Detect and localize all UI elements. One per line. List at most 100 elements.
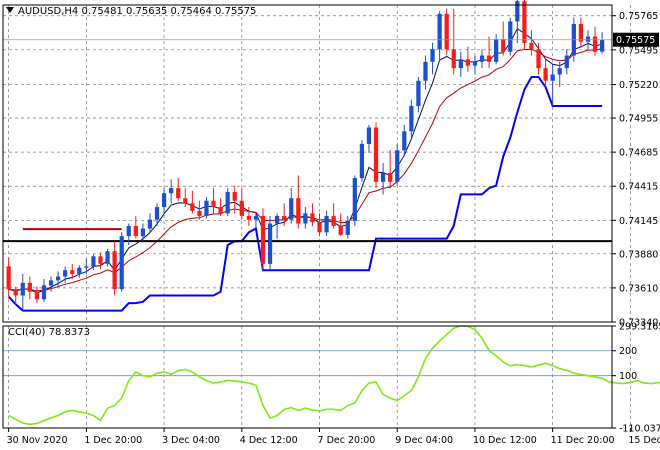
candle-body[interactable] (6, 266, 11, 290)
candle-body[interactable] (338, 226, 343, 235)
candle-body[interactable] (70, 270, 75, 275)
price-tick-label: 0.74685 (619, 148, 658, 159)
candle-body[interactable] (430, 49, 435, 62)
dropdown-triangle-icon[interactable] (6, 7, 14, 13)
candle-body[interactable] (451, 49, 456, 69)
candle-body[interactable] (13, 289, 18, 296)
time-tick-label: 3 Dec 04:00 (162, 435, 220, 446)
candle-body[interactable] (282, 215, 287, 220)
candle-body[interactable] (310, 213, 315, 223)
candle-body[interactable] (41, 285, 47, 300)
candle-body[interactable] (296, 198, 301, 224)
candle-body[interactable] (437, 13, 442, 50)
candle-body[interactable] (409, 106, 414, 132)
candle-body[interactable] (599, 39, 605, 52)
candle-body[interactable] (27, 282, 32, 292)
cci-tick-label: -110.0376 (619, 424, 660, 435)
candle-body[interactable] (592, 36, 598, 52)
candle-body[interactable] (84, 266, 89, 268)
candle-body[interactable] (501, 39, 506, 52)
candle-body[interactable] (140, 228, 146, 237)
candle-body[interactable] (395, 150, 400, 182)
candle-body[interactable] (260, 215, 266, 264)
cci-tick-label: 200 (619, 346, 637, 357)
candle-body[interactable] (183, 198, 188, 204)
candle-body[interactable] (98, 256, 103, 264)
candle-body[interactable] (218, 207, 223, 214)
candle-body[interactable] (34, 291, 40, 300)
cci-panel-frame (2, 325, 613, 429)
candle-body[interactable] (48, 280, 54, 286)
candle-body[interactable] (289, 198, 294, 220)
candle-body[interactable] (380, 172, 386, 182)
candle-body[interactable] (550, 74, 555, 81)
candle-body[interactable] (147, 219, 153, 229)
cci-tick-label: 100 (619, 371, 637, 382)
candle-body[interactable] (232, 191, 237, 201)
candle-body[interactable] (225, 191, 230, 214)
candle-body[interactable] (154, 207, 160, 220)
candle-body[interactable] (402, 131, 407, 151)
candle-body[interactable] (373, 127, 379, 182)
candle-body[interactable] (465, 59, 470, 66)
candle-body[interactable] (578, 23, 584, 42)
candle-body[interactable] (508, 21, 513, 52)
candle-body[interactable] (494, 39, 499, 62)
time-tick-label: 30 Nov 2020 (7, 435, 68, 446)
candle-body[interactable] (388, 172, 393, 182)
candle-body[interactable] (416, 80, 421, 107)
candle-body[interactable] (176, 188, 181, 199)
candle-body[interactable] (253, 215, 259, 220)
candle-body[interactable] (557, 68, 562, 75)
candle-body[interactable] (133, 226, 138, 237)
candle-body[interactable] (169, 188, 174, 194)
candle-body[interactable] (585, 36, 591, 42)
candle-body[interactable] (20, 282, 25, 296)
candle-body[interactable] (444, 13, 449, 50)
price-tick-label: 0.74415 (619, 182, 658, 193)
candle-body[interactable] (211, 200, 216, 208)
time-tick-label: 7 Dec 20:00 (318, 435, 376, 446)
candle-body[interactable] (275, 215, 280, 224)
candle-body[interactable] (126, 226, 131, 237)
candle-body[interactable] (479, 55, 485, 62)
candle-body[interactable] (529, 42, 534, 50)
candle-body[interactable] (239, 200, 244, 216)
candle-body[interactable] (423, 61, 428, 81)
candle-body[interactable] (359, 143, 365, 179)
candle-body[interactable] (112, 251, 117, 290)
candle-body[interactable] (324, 215, 329, 233)
candle-body[interactable] (190, 203, 195, 211)
candle-body[interactable] (204, 200, 209, 216)
candle-body[interactable] (105, 251, 110, 264)
symbol-info: AUDUSD,H4 0.75481 0.75635 0.75464 0.7557… (18, 6, 256, 17)
candle-body[interactable] (345, 220, 350, 235)
candle-body[interactable] (197, 210, 202, 216)
candle-body[interactable] (63, 270, 68, 277)
candle-body[interactable] (267, 223, 273, 264)
candle-body[interactable] (55, 276, 61, 281)
candle-body[interactable] (366, 127, 372, 144)
candle-body[interactable] (536, 49, 541, 69)
candle-body[interactable] (331, 215, 336, 227)
candle-body[interactable] (77, 267, 82, 275)
candle-body[interactable] (486, 55, 492, 62)
candle-body[interactable] (515, 1, 520, 22)
cci-line[interactable] (8, 324, 660, 426)
candle-body[interactable] (522, 1, 527, 43)
candle-body[interactable] (543, 68, 548, 81)
candle-body[interactable] (564, 55, 569, 69)
candle-body[interactable] (472, 61, 478, 66)
candle-body[interactable] (303, 213, 308, 224)
candle-body[interactable] (91, 256, 96, 267)
trailing-stop-line (7, 76, 603, 312)
candle-body[interactable] (317, 222, 322, 233)
cci-panel[interactable] (3, 324, 660, 426)
candle-body[interactable] (119, 236, 124, 290)
candle-body[interactable] (352, 178, 357, 221)
candle-body[interactable] (161, 193, 167, 208)
candle-body[interactable] (246, 215, 251, 220)
price-panel[interactable] (3, 0, 612, 312)
candle-body[interactable] (458, 59, 463, 69)
